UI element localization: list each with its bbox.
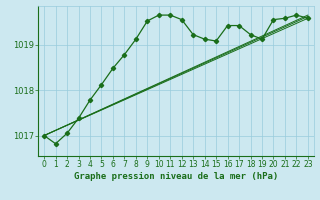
X-axis label: Graphe pression niveau de la mer (hPa): Graphe pression niveau de la mer (hPa) bbox=[74, 172, 278, 181]
